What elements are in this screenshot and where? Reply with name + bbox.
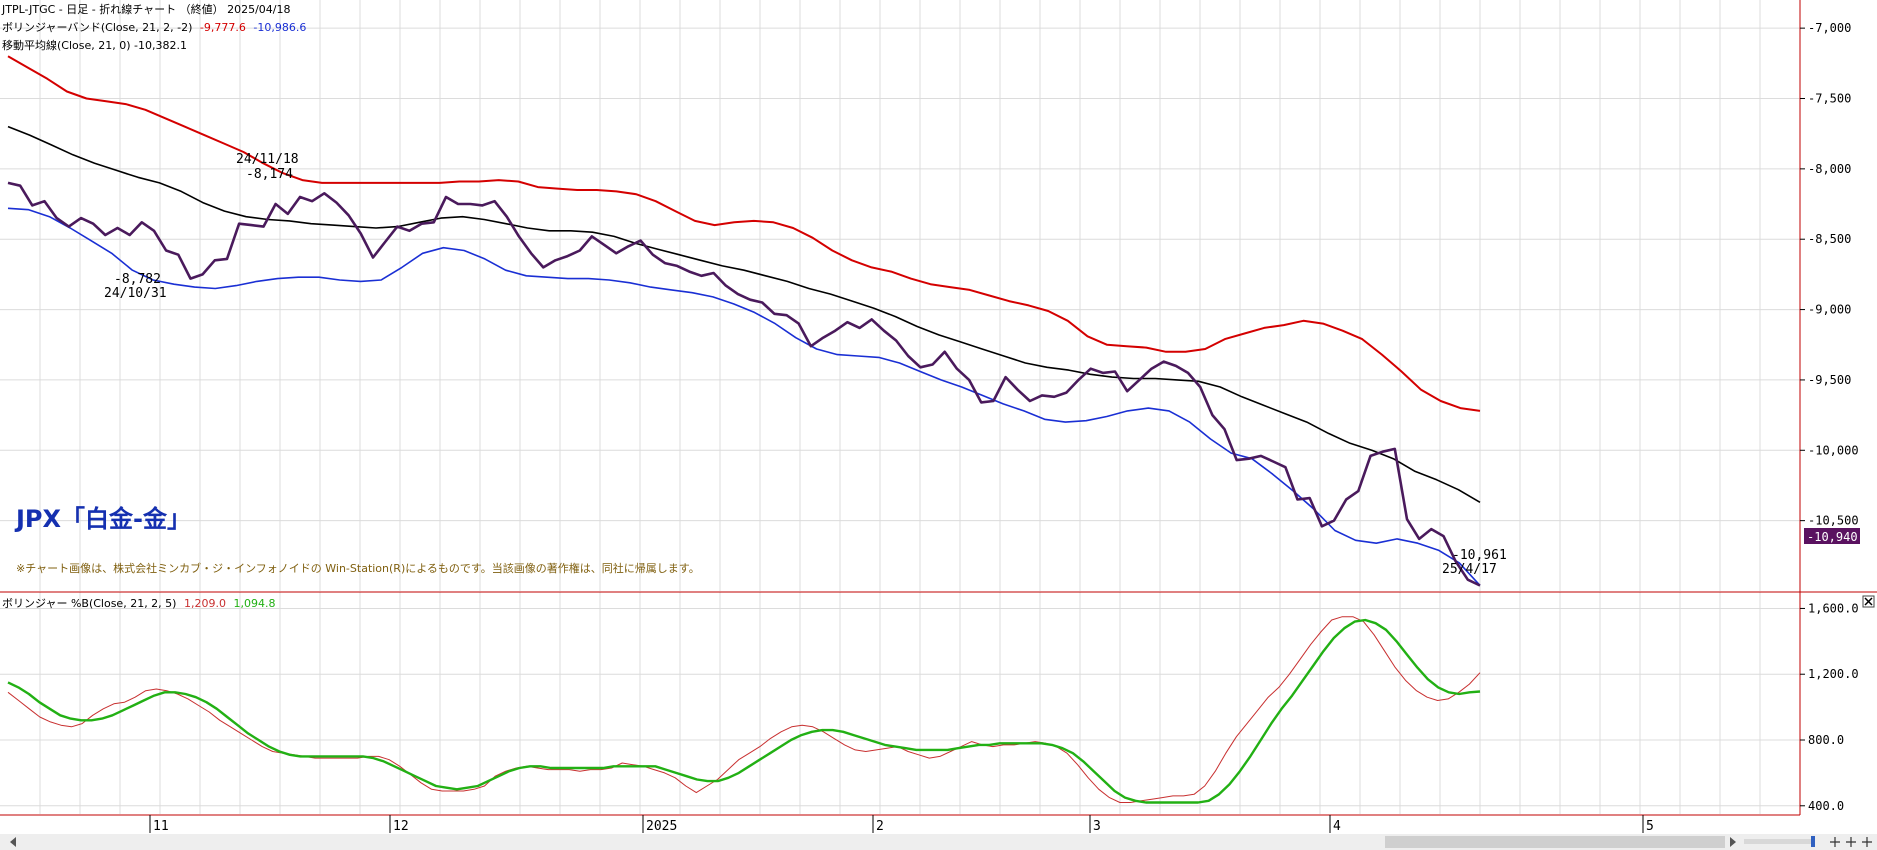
scrollbar-thumb[interactable] [1385, 836, 1725, 848]
ma-header: 移動平均線(Close, 21, 0) -10,382.1 [2, 38, 187, 52]
annotation-value: -8,782 [114, 272, 161, 287]
scroll-left-icon[interactable] [10, 837, 16, 847]
upper-ytick-label: -8,000 [1808, 162, 1851, 176]
close-price-line [7, 181, 1481, 587]
upper-y-axis-ticks: -7,000 -7,500 -8,000 -8,500 -9,000 -9,500 -10,… [1800, 21, 1859, 528]
upper-ytick-label: -9,000 [1808, 303, 1851, 317]
annotation-value: -8,174 [246, 167, 293, 182]
lower-ytick-label: 1,600.0 [1808, 601, 1859, 615]
pb-value-2: 1,094.8 [233, 597, 275, 610]
bollinger-lower-value: -10,986.6 [253, 21, 306, 34]
pb-value-1: 1,209.0 [184, 597, 226, 610]
annotation-date: 24/10/31 [104, 286, 167, 301]
upper-panel-series [7, 55, 1481, 587]
zoom-slider-handle[interactable] [1811, 836, 1815, 847]
xtick-label: 5 [1646, 819, 1654, 834]
annotation-date: 25/4/17 [1442, 562, 1497, 577]
xtick-label: 12 [393, 819, 409, 834]
xtick-label: 2 [876, 819, 884, 834]
lower-ytick-label: 1,200.0 [1808, 667, 1859, 681]
zoom-icons[interactable] [1830, 837, 1872, 847]
chart-header-line1: JTPL-JTGC - 日足 - 折れ線チャート （終値） 2025/04/18 [1, 2, 291, 16]
zoom-slider-track[interactable] [1744, 839, 1814, 844]
lower-panel-series [7, 616, 1481, 804]
copyright-note: ※チャート画像は、株式会社ミンカブ・ジ・インフォノイドの Win-Station… [16, 561, 700, 575]
lower-ytick-label: 400.0 [1808, 799, 1844, 813]
lower-y-axis-ticks: 400.0 800.0 1,200.0 1,600.0 [1800, 601, 1859, 813]
bollinger-upper-value: -9,777.6 [200, 21, 246, 34]
xtick-label: 11 [153, 819, 169, 834]
upper-panel-grid [0, 0, 1800, 591]
overlay-title: JPX「白金-金」 [14, 505, 191, 533]
last-price-badge [1804, 528, 1860, 544]
pb-label: ボリンジャー %B(Close, 21, 2, 5) [2, 597, 176, 610]
lower-panel-grid [0, 592, 1800, 814]
upper-ytick-label: -10,000 [1808, 443, 1859, 457]
annotation-value: -10,961 [1452, 548, 1507, 563]
bollinger-header: ボリンジャーバンド(Close, 21, 2, -2) -9,777.6 -10… [2, 21, 306, 34]
annotation-date: 24/11/18 [236, 152, 299, 167]
pb-header: ボリンジャー %B(Close, 21, 2, 5) 1,209.0 1,094… [2, 597, 275, 610]
upper-ytick-label: -7,000 [1808, 21, 1851, 35]
bollinger-upper-line [7, 55, 1481, 412]
xtick-label: 2025 [646, 819, 677, 834]
pb-slow-line [7, 618, 1481, 804]
close-panel-button[interactable] [1862, 595, 1875, 608]
xtick-label: 4 [1333, 819, 1341, 834]
bollinger-label: ボリンジャーバンド(Close, 21, 2, -2) [2, 21, 192, 34]
pb-fast-line [7, 616, 1481, 803]
last-price-badge-text: -10,940 [1807, 530, 1858, 544]
upper-ytick-label: -9,500 [1808, 373, 1851, 387]
scroll-right-icon[interactable] [1730, 837, 1736, 847]
xtick-label: 3 [1093, 819, 1101, 834]
lower-ytick-label: 800.0 [1808, 733, 1844, 747]
upper-ytick-label: -10,500 [1808, 514, 1859, 528]
chart-annotations: 24/11/18-8,174 24/10/31-8,782 25/4/17-10,9… [104, 152, 1507, 577]
upper-ytick-label: -7,500 [1808, 92, 1851, 106]
upper-ytick-label: -8,500 [1808, 232, 1851, 246]
moving-average-line [7, 125, 1481, 503]
x-axis-ticks: 11 12 2025 2 3 4 5 [149, 815, 1654, 834]
